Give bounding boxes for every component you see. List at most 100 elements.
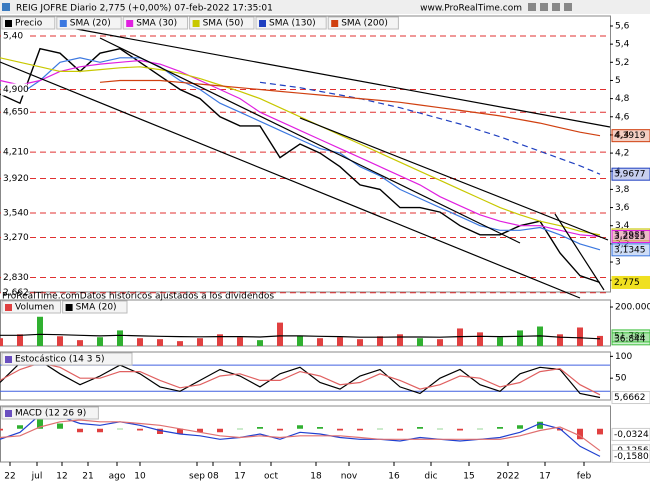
bar xyxy=(437,339,443,346)
legend-swatch xyxy=(192,20,200,27)
bar xyxy=(497,337,503,346)
bar xyxy=(77,340,83,346)
bar xyxy=(0,428,3,431)
value-box xyxy=(611,449,650,463)
bar xyxy=(177,428,183,434)
bar xyxy=(537,421,543,429)
bar xyxy=(517,425,523,429)
level-label-box xyxy=(1,146,27,159)
x-tick-label: feb xyxy=(577,472,592,482)
legend-label: Precio xyxy=(15,19,43,29)
x-tick-label: 2022 xyxy=(497,472,520,482)
y-tick-label: 100 xyxy=(615,352,632,362)
legend-label: SMA (130) xyxy=(269,19,316,29)
legend-box xyxy=(1,300,62,314)
icon[interactable] xyxy=(2,3,10,11)
x-tick-label: 16 xyxy=(388,472,400,482)
value-box xyxy=(611,332,650,346)
y-tick-label: 3,6 xyxy=(615,203,630,213)
series-line xyxy=(0,414,601,457)
trend-line xyxy=(99,37,521,244)
value-box xyxy=(611,275,650,289)
y-tick-label: 5 xyxy=(615,76,621,86)
bar xyxy=(37,416,43,429)
x-tick-label: sep xyxy=(189,472,205,482)
icon[interactable] xyxy=(528,3,536,11)
bar xyxy=(277,428,283,431)
bar xyxy=(77,428,83,433)
panel-layer xyxy=(0,35,610,294)
site: www.ProRealTime.com xyxy=(420,4,522,14)
bar xyxy=(17,425,23,429)
x-tick-label: 08 xyxy=(207,472,219,482)
series-line xyxy=(259,81,601,175)
legend-swatch xyxy=(259,20,266,27)
x-tick-label: 10 xyxy=(134,472,146,482)
value-box xyxy=(611,391,650,405)
bar xyxy=(217,428,223,433)
value-label: 3,2815 xyxy=(614,232,646,242)
y-tick-label: 200.000 xyxy=(615,303,650,313)
value-label: -0,0324 xyxy=(614,430,649,440)
y-tick-label: 4,4 xyxy=(615,130,630,140)
y-tick-label: 3,2 xyxy=(615,239,629,249)
bar xyxy=(357,428,363,431)
x-tick-label: 18 xyxy=(310,472,322,482)
value-label: 51.784 xyxy=(614,331,646,341)
bar xyxy=(157,339,163,346)
series-line xyxy=(0,333,601,340)
bar xyxy=(137,338,143,346)
legend-label: SMA (50) xyxy=(203,19,244,29)
legend-box xyxy=(122,16,189,30)
bar xyxy=(97,337,103,346)
value-label: 4,3919 xyxy=(614,131,646,141)
level-label-box xyxy=(1,29,27,42)
x-tick-label: 17 xyxy=(539,472,550,482)
bar xyxy=(417,338,423,346)
legend-box xyxy=(189,16,255,30)
bar xyxy=(377,428,383,430)
y-tick-label: 50 xyxy=(615,374,627,384)
level-label: 4,650 xyxy=(3,108,29,118)
bar xyxy=(397,334,403,346)
legend-label: SMA (200) xyxy=(341,19,388,29)
bar xyxy=(317,338,323,346)
icon[interactable] xyxy=(552,3,560,11)
y-tick-label: 4,8 xyxy=(615,94,630,104)
x-tick-label: 21 xyxy=(82,472,93,482)
level-label: 2,662 xyxy=(3,288,29,298)
bar xyxy=(37,316,43,346)
bar xyxy=(237,428,243,430)
trend-lines xyxy=(0,25,611,299)
bar xyxy=(497,427,503,429)
icon[interactable] xyxy=(540,3,548,11)
level-label-box xyxy=(1,172,27,185)
legend-swatch xyxy=(5,20,12,27)
bar xyxy=(337,428,343,431)
icon[interactable] xyxy=(564,3,572,11)
y-tick-label: 5,6 xyxy=(615,21,630,31)
series-line xyxy=(0,360,601,399)
bar xyxy=(177,341,183,346)
bar xyxy=(277,322,283,346)
bar xyxy=(477,428,483,430)
bar xyxy=(117,330,123,346)
x-tick-label: 12 xyxy=(56,472,67,482)
value-label: 3,2985 xyxy=(614,230,646,240)
title: REIG JOFRE Diario 2,775 (+0,00%) 07-feb-… xyxy=(16,4,273,14)
bar xyxy=(557,428,563,431)
series-line xyxy=(0,59,601,238)
series-line xyxy=(0,362,601,396)
x-tick-label: 22 xyxy=(4,472,15,482)
bar xyxy=(197,428,203,433)
x-tick-label: dic xyxy=(424,472,437,482)
series-line xyxy=(0,47,601,284)
bar xyxy=(457,428,463,431)
legend-swatch xyxy=(331,20,339,27)
legend-label: MACD (12 26 9) xyxy=(15,409,86,419)
value-label: 5,6662 xyxy=(614,393,646,403)
y-tick-label: 5,4 xyxy=(615,40,630,50)
value-label: 3,1345 xyxy=(614,245,646,255)
bar xyxy=(217,334,223,346)
trend-line xyxy=(0,61,581,299)
